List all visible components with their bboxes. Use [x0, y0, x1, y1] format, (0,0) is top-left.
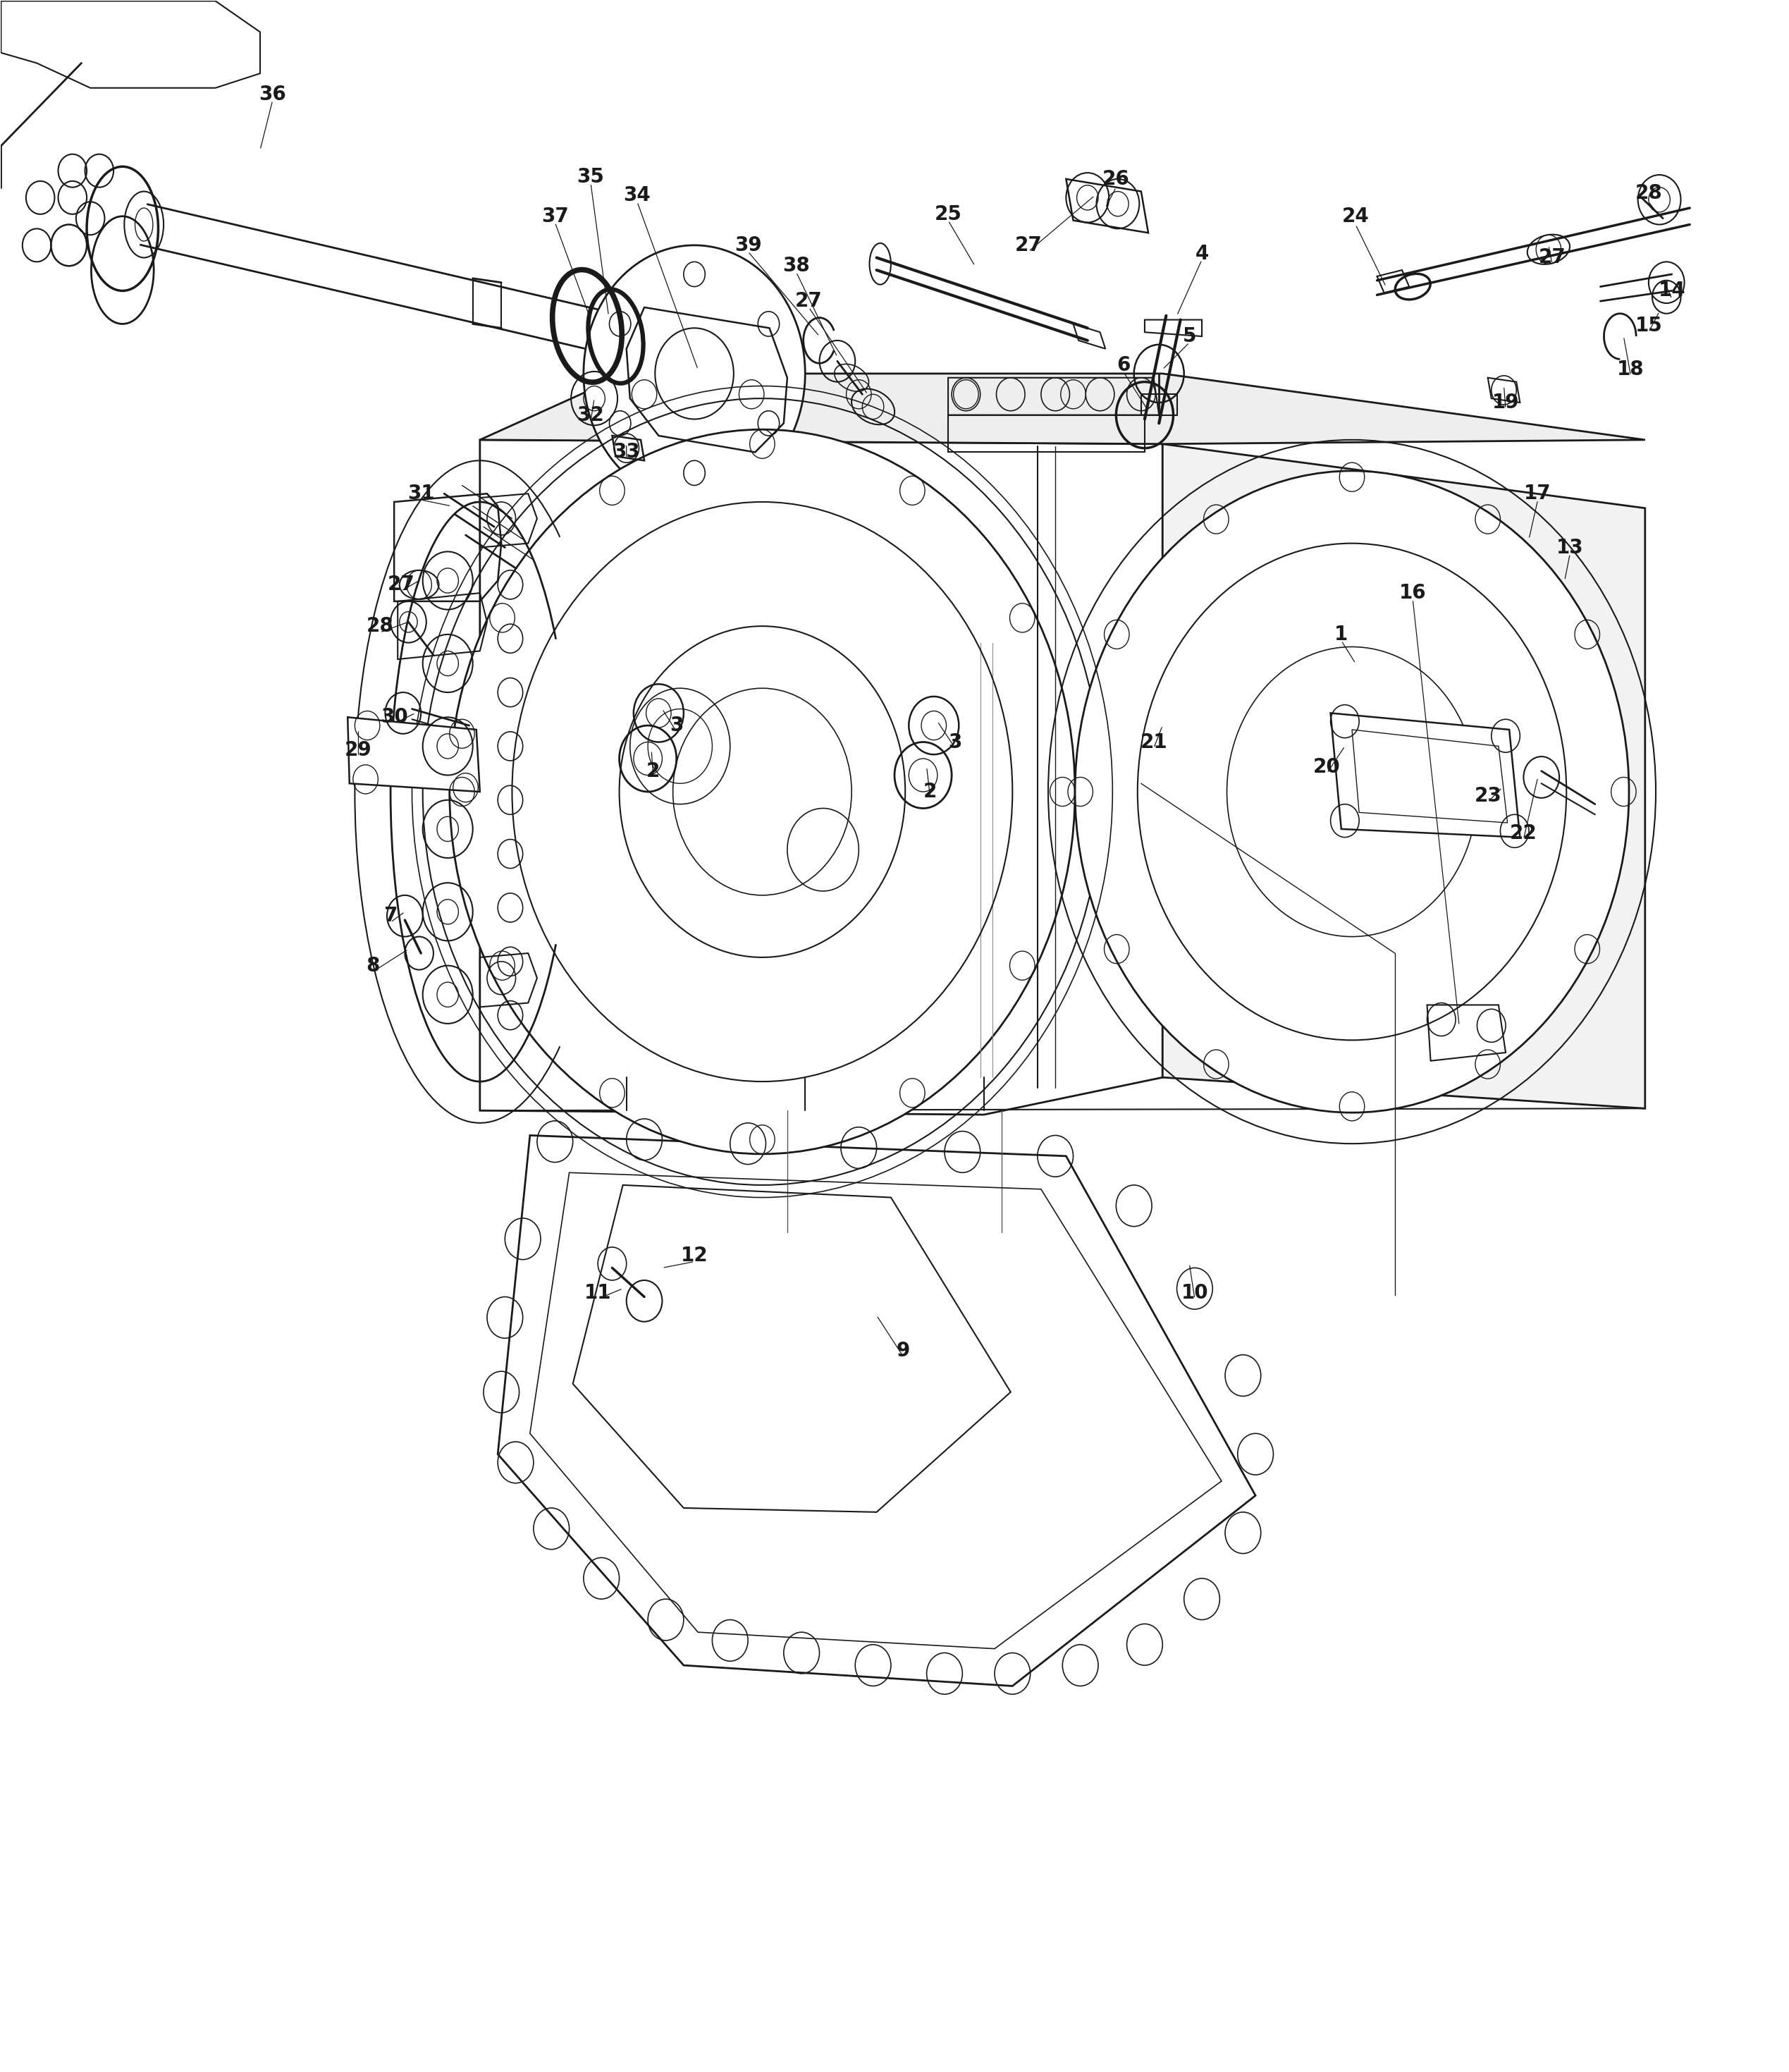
- Text: 4: 4: [1195, 244, 1209, 263]
- Text: 10: 10: [1181, 1283, 1208, 1303]
- Text: 3: 3: [948, 731, 962, 752]
- Text: 3: 3: [669, 715, 683, 736]
- Text: 30: 30: [381, 707, 408, 727]
- Text: 24: 24: [1342, 207, 1369, 226]
- Text: 28: 28: [1635, 184, 1662, 203]
- Text: 16: 16: [1399, 582, 1426, 603]
- Text: 27: 27: [1014, 236, 1043, 255]
- Text: 17: 17: [1524, 483, 1551, 503]
- Polygon shape: [1163, 443, 1646, 1109]
- Text: 27: 27: [1539, 249, 1565, 267]
- Text: 27: 27: [794, 292, 823, 311]
- Text: 15: 15: [1635, 317, 1662, 336]
- Polygon shape: [479, 373, 1646, 443]
- Text: 39: 39: [733, 236, 762, 255]
- Text: 37: 37: [542, 207, 569, 226]
- Text: 9: 9: [896, 1341, 911, 1361]
- Text: 29: 29: [345, 740, 372, 760]
- Text: 28: 28: [367, 615, 394, 636]
- Text: 6: 6: [1116, 356, 1131, 375]
- Text: 18: 18: [1617, 361, 1644, 379]
- Text: 27: 27: [388, 574, 415, 595]
- Text: 11: 11: [585, 1283, 612, 1303]
- Text: 31: 31: [408, 483, 435, 503]
- Text: 14: 14: [1658, 282, 1685, 300]
- Circle shape: [583, 244, 805, 501]
- Text: 26: 26: [1102, 170, 1129, 189]
- Text: 2: 2: [923, 781, 937, 802]
- Text: 21: 21: [1140, 731, 1166, 752]
- Text: 20: 20: [1313, 756, 1340, 777]
- Text: 5: 5: [1183, 327, 1197, 346]
- Text: 12: 12: [682, 1245, 708, 1266]
- Text: 32: 32: [578, 406, 605, 425]
- Text: 13: 13: [1556, 537, 1583, 557]
- Text: 34: 34: [624, 186, 651, 205]
- Text: 38: 38: [782, 257, 810, 276]
- Text: 19: 19: [1492, 394, 1519, 412]
- Text: 8: 8: [367, 955, 379, 976]
- Polygon shape: [347, 717, 479, 792]
- Circle shape: [1075, 470, 1630, 1113]
- Text: 35: 35: [578, 168, 605, 186]
- Text: 1: 1: [1335, 624, 1349, 644]
- Text: 36: 36: [259, 85, 286, 104]
- Text: 2: 2: [646, 760, 660, 781]
- Polygon shape: [479, 439, 1163, 1115]
- Text: 25: 25: [934, 205, 962, 224]
- Text: 22: 22: [1510, 823, 1537, 843]
- Text: 23: 23: [1474, 785, 1501, 806]
- Polygon shape: [497, 1135, 1256, 1687]
- Polygon shape: [1331, 713, 1521, 837]
- Text: 7: 7: [383, 905, 397, 926]
- Text: 33: 33: [614, 443, 640, 462]
- Circle shape: [449, 429, 1075, 1154]
